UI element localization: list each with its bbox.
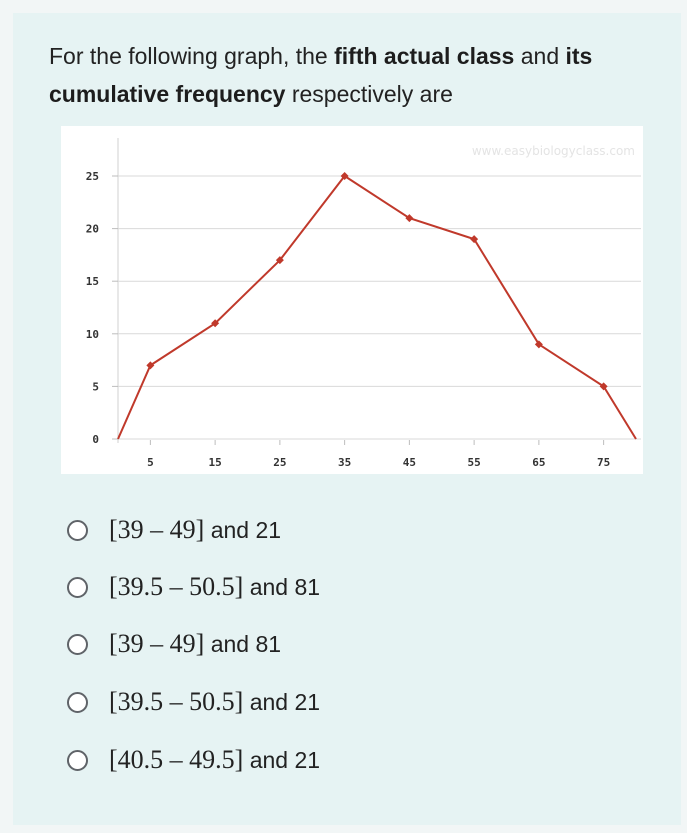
option-interval: [39 – 49]	[109, 515, 205, 544]
x-tick-label: 5	[147, 456, 154, 469]
y-tick-label: 25	[86, 170, 99, 183]
x-tick-label: 35	[338, 456, 351, 469]
question-part: respectively are	[285, 81, 453, 107]
x-tick-label: 15	[209, 456, 222, 469]
radio-button[interactable]	[67, 692, 88, 713]
option-interval: [40.5 – 49.5]	[109, 745, 244, 774]
option-label: [39 – 49] and 81	[109, 629, 281, 659]
option-frequency: and 21	[243, 747, 321, 773]
question-card: For the following graph, the fifth actua…	[13, 13, 681, 825]
y-tick-label: 10	[86, 328, 99, 341]
x-tick-label: 75	[597, 456, 610, 469]
y-tick-label: 0	[92, 433, 99, 446]
option-label: [40.5 – 49.5] and 21	[109, 745, 320, 775]
option-frequency: and 21	[204, 517, 282, 543]
option-3[interactable]: [39 – 49] and 81	[13, 624, 433, 664]
x-tick-label: 25	[273, 456, 286, 469]
data-point	[470, 235, 479, 244]
radio-button[interactable]	[67, 577, 88, 598]
question-part: For the following graph, the	[49, 43, 335, 69]
radio-button[interactable]	[67, 634, 88, 655]
radio-button[interactable]	[67, 750, 88, 771]
option-interval: [39.5 – 50.5]	[109, 687, 244, 716]
question-emphasis: fifth actual class	[334, 43, 515, 69]
question-emphasis: its cumulative frequency	[49, 43, 593, 107]
data-point	[534, 340, 543, 349]
option-frequency: and 81	[243, 574, 321, 600]
data-point	[275, 256, 284, 265]
option-2[interactable]: [39.5 – 50.5] and 81	[13, 567, 433, 607]
data-point	[599, 382, 608, 391]
line-chart: www.easybiologyclass.com 0 5 10 15 20 25 5 15 25…	[61, 126, 643, 474]
option-interval: [39 – 49]	[109, 629, 205, 658]
chart-svg: 0 5 10 15 20 25 5 15 25 35 45 55 65 75	[86, 138, 641, 469]
option-interval: [39.5 – 50.5]	[109, 572, 244, 601]
option-frequency: and 21	[243, 689, 321, 715]
option-5[interactable]: [40.5 – 49.5] and 21	[13, 740, 433, 780]
x-tick-label: 65	[532, 456, 545, 469]
data-point	[340, 172, 349, 180]
y-tick-label: 5	[92, 380, 99, 393]
option-label: [39.5 – 50.5] and 81	[109, 572, 320, 602]
option-label: [39.5 – 50.5] and 21	[109, 687, 320, 717]
x-tick-label: 55	[468, 456, 481, 469]
y-tick-label: 15	[86, 275, 99, 288]
question-part: and	[514, 43, 566, 69]
data-point	[146, 361, 155, 370]
question-text: For the following graph, the fifth actua…	[49, 37, 669, 113]
radio-button[interactable]	[67, 520, 88, 541]
x-tick-label: 45	[403, 456, 416, 469]
option-1[interactable]: [39 – 49] and 21	[13, 510, 433, 550]
option-frequency: and 81	[204, 631, 282, 657]
y-tick-label: 20	[86, 223, 99, 236]
data-point	[211, 319, 220, 328]
series-line	[117, 174, 637, 440]
watermark: www.easybiologyclass.com	[471, 144, 635, 158]
option-label: [39 – 49] and 21	[109, 515, 281, 545]
option-4[interactable]: [39.5 – 50.5] and 21	[13, 682, 433, 722]
data-point	[405, 214, 414, 223]
